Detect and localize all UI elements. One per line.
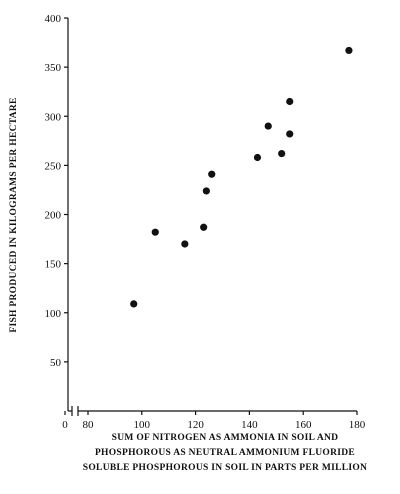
y-tick-label: 300 xyxy=(45,111,62,123)
point xyxy=(202,187,210,195)
x-tick-label: 160 xyxy=(295,419,312,431)
y-tick-label: 350 xyxy=(45,62,62,74)
x-tick-label: 120 xyxy=(187,419,204,431)
point xyxy=(264,122,272,130)
y-tick-label: 200 xyxy=(45,210,62,222)
point xyxy=(208,170,216,178)
point xyxy=(200,223,208,231)
x-axis-label: SUM OF NITROGEN AS AMMONIA IN SOIL AND xyxy=(112,433,339,443)
x-tick-label: 0 xyxy=(62,419,68,431)
point xyxy=(345,46,353,55)
y-tick-label: 100 xyxy=(45,308,62,320)
x-tick-label: 180 xyxy=(349,419,366,431)
point xyxy=(286,130,294,138)
y-tick-label: 150 xyxy=(45,259,62,271)
x-tick-label: 80 xyxy=(83,419,95,431)
x-axis-label: SOLUBLE PHOSPHOROUS IN SOIL IN PARTS PER… xyxy=(83,463,367,473)
y-tick-label: 50 xyxy=(50,357,62,369)
y-tick-label: 250 xyxy=(45,160,62,172)
x-axis-label: PHOSPHOROUS AS NEUTRAL AMMONIUM FLUORIDE xyxy=(95,448,355,458)
x-tick-label: 100 xyxy=(134,419,151,431)
point xyxy=(151,228,159,236)
y-axis-label: FISH PRODUCED IN KILOGRAMS PER HECTARE xyxy=(9,97,19,332)
point xyxy=(181,240,189,248)
point xyxy=(286,97,294,106)
point xyxy=(253,153,262,162)
x-tick-label: 140 xyxy=(241,419,258,431)
point xyxy=(130,300,138,308)
point xyxy=(278,149,286,158)
y-tick-label: 400 xyxy=(45,13,62,25)
